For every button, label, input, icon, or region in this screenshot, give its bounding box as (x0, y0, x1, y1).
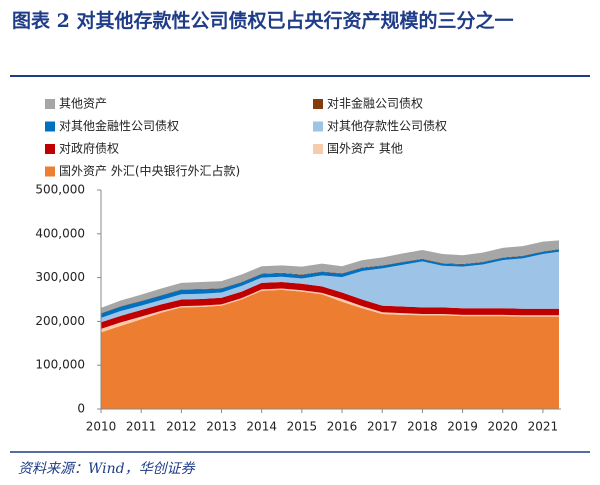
legend-swatch (45, 166, 55, 177)
y-tick-label: 300,000 (35, 270, 85, 284)
y-tick-label: 500,000 (35, 183, 85, 197)
legend-label: 国外资产 其他 (327, 142, 403, 156)
x-tick-label: 2013 (206, 420, 237, 434)
legend-swatch (45, 121, 55, 132)
x-tick-label: 2011 (126, 420, 157, 434)
area (101, 289, 559, 409)
x-tick-label: 2017 (367, 420, 398, 434)
source: 资料来源：Wind，华创证券 (18, 461, 195, 477)
x-tick-label: 2014 (246, 420, 277, 434)
x-tick-label: 2010 (86, 420, 117, 434)
legend-swatch (45, 144, 55, 154)
x-tick-label: 2020 (487, 420, 518, 434)
legend-label: 对政府债权 (59, 141, 119, 156)
legend-swatch (313, 99, 323, 109)
x-tick-label: 2012 (166, 420, 197, 434)
x-tick-label: 2019 (447, 420, 478, 434)
x-tick-label: 2015 (287, 420, 318, 434)
y-tick-label: 200,000 (35, 314, 85, 328)
area (101, 251, 559, 323)
legend-label: 对非金融公司债权 (327, 96, 423, 111)
legend-swatch (313, 121, 323, 132)
title: 图表 2 对其他存款性公司债权已占央行资产规模的三分之一 (12, 10, 514, 32)
area (101, 240, 559, 314)
x-tick-label: 2018 (407, 420, 438, 434)
legend-label: 对其他存款性公司债权 (327, 119, 447, 133)
x-tick-label: 2021 (528, 420, 559, 434)
legend-swatch (313, 144, 323, 154)
y-tick-label: 0 (77, 402, 85, 416)
legend-swatch (45, 99, 55, 109)
legend-label: 对其他金融性公司债权 (59, 118, 179, 133)
area (101, 281, 559, 329)
x-tick-label: 2016 (327, 420, 358, 434)
y-tick-label: 400,000 (35, 226, 85, 240)
legend-label: 其他资产 (59, 97, 107, 111)
y-tick-label: 100,000 (35, 358, 85, 372)
legend-label: 国外资产 外汇(中央银行外汇占款) (59, 163, 240, 178)
